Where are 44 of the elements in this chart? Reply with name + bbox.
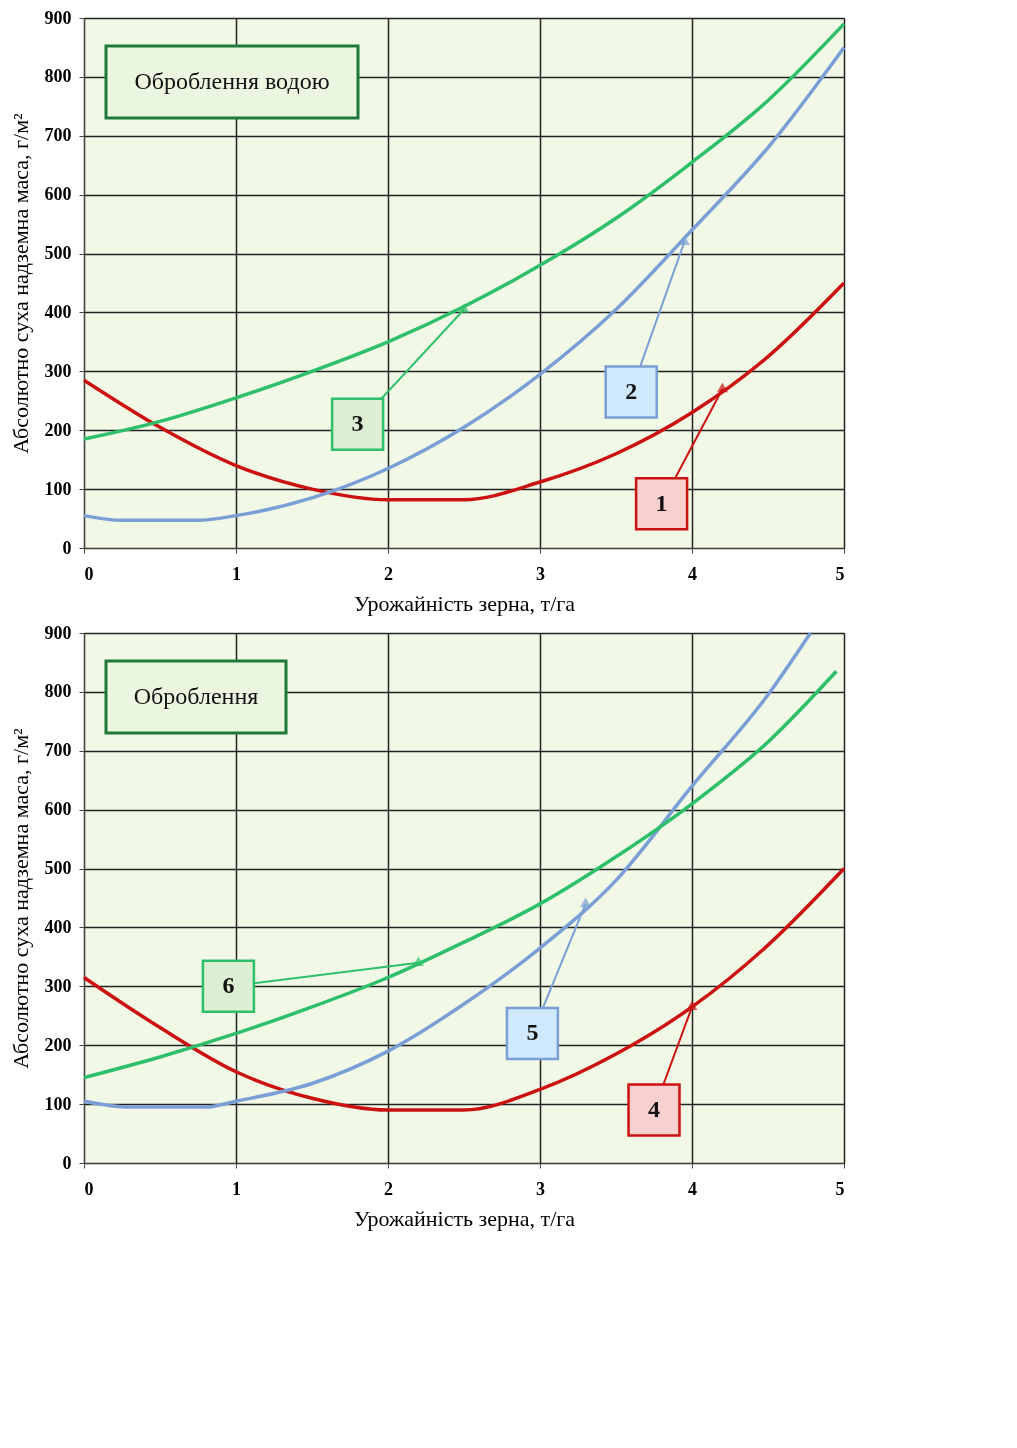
x-tick-label: 3: [536, 563, 545, 584]
text: Оброблення водою: [134, 68, 330, 94]
x-tick-label: 0: [84, 1178, 94, 1199]
x-tick-label: 4: [688, 1178, 697, 1199]
x-tick-label: 4: [688, 563, 697, 584]
y-tick-label: 900: [44, 7, 72, 28]
y-tick-label: 600: [44, 184, 72, 205]
x-axis-title: Урожайність зерна, т/га: [353, 590, 576, 616]
y-tick-label: 500: [44, 243, 72, 264]
y-tick-label: 400: [44, 916, 72, 937]
y-tick-label: 500: [44, 858, 72, 879]
y-tick-label: 100: [44, 478, 72, 499]
y-tick-label: 0: [62, 537, 72, 558]
annotation: 2: [625, 377, 638, 404]
y-tick-label: 600: [44, 799, 72, 820]
annotation: 1: [655, 489, 668, 516]
y-axis-title: Абсолютно суха надземна маса, г/м²: [7, 727, 33, 1069]
x-tick-label: 2: [384, 1178, 393, 1199]
x-tick-label: 0: [84, 563, 94, 584]
y-tick-label: 300: [44, 360, 72, 381]
x-axis-title: Урожайність зерна, т/га: [353, 1205, 576, 1231]
y-tick-label: 0: [62, 1152, 72, 1173]
annotation: 3: [351, 410, 364, 437]
y-tick-label: 200: [44, 1034, 72, 1055]
annotation: 6: [222, 972, 235, 999]
annotation: 5: [526, 1019, 539, 1046]
annotation: 4: [648, 1096, 660, 1122]
x-tick-label: 2: [384, 563, 393, 584]
y-tick-label: 700: [44, 125, 72, 146]
y-tick-label: 300: [44, 975, 72, 996]
y-tick-label: 400: [44, 301, 72, 322]
y-axis-title: Абсолютно суха надземна маса, г/м²: [7, 112, 33, 454]
y-tick-label: 200: [44, 419, 72, 440]
x-tick-label: 5: [835, 563, 845, 584]
x-tick-label: 3: [536, 1178, 545, 1199]
x-tick-label: 5: [835, 1178, 845, 1199]
y-tick-label: 700: [44, 740, 72, 761]
x-tick-label: 1: [232, 1178, 241, 1199]
y-tick-label: 900: [44, 622, 72, 643]
y-tick-label: 800: [44, 66, 72, 87]
text: Оброблення: [133, 683, 259, 709]
y-tick-label: 800: [44, 681, 72, 702]
y-tick-label: 100: [44, 1093, 72, 1114]
x-tick-label: 1: [232, 563, 241, 584]
